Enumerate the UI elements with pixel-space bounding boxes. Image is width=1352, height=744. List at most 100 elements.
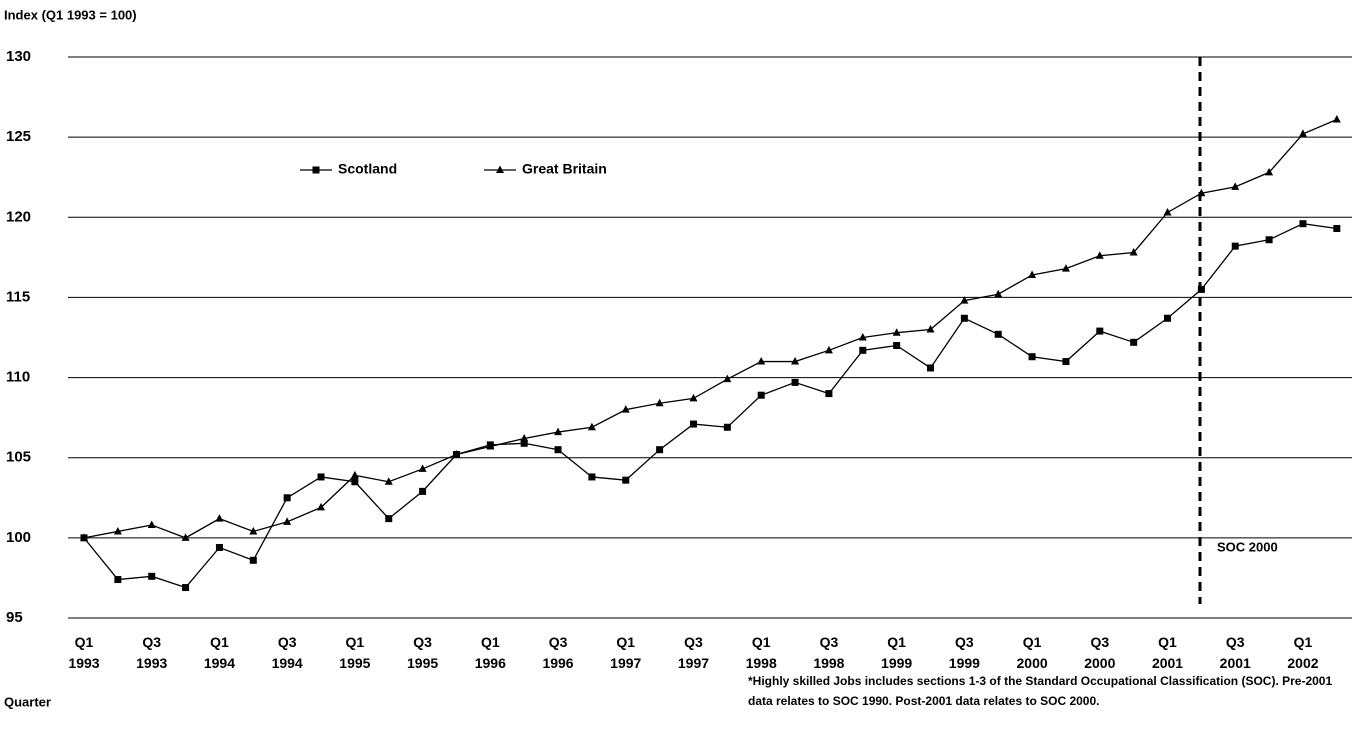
marker [351, 478, 359, 486]
legend-marker [312, 166, 320, 174]
footnote: *Highly skilled Jobs includes sections 1… [748, 674, 1333, 708]
marker [520, 439, 528, 447]
marker [960, 296, 969, 304]
marker [1163, 207, 1172, 216]
marker [554, 446, 562, 454]
x-tick-label: Q3 1999 [948, 634, 980, 671]
x-tick-label: Q3 2000 [1084, 634, 1116, 671]
x-tick-label: Q1 1994 [203, 634, 236, 671]
marker [587, 422, 596, 431]
marker [317, 502, 326, 511]
marker [1028, 353, 1036, 361]
y-tick-label: 115 [6, 288, 30, 305]
y-tick-label: 125 [6, 128, 31, 145]
marker [622, 476, 630, 484]
marker [893, 342, 901, 350]
y-axis-label: Index (Q1 1993 = 100) [4, 7, 137, 22]
marker [1298, 129, 1307, 137]
marker [825, 390, 833, 398]
y-tick-label: 100 [6, 529, 31, 546]
x-tick-label: Q1 1995 [339, 634, 371, 671]
x-tick-label: Q1 2000 [1016, 634, 1048, 671]
marker [249, 556, 257, 564]
marker [1129, 248, 1138, 256]
marker [384, 477, 393, 485]
marker [418, 464, 427, 472]
marker [1231, 182, 1240, 190]
y-tick-label: 105 [6, 449, 31, 466]
marker [80, 533, 88, 541]
marker [249, 526, 258, 535]
marker [182, 584, 190, 592]
marker [1231, 242, 1239, 250]
marker [621, 405, 630, 413]
marker [926, 324, 935, 333]
marker [757, 357, 766, 365]
y-tick-label: 130 [6, 48, 31, 65]
marker [859, 346, 867, 354]
marker [1333, 225, 1341, 233]
marker [283, 494, 291, 502]
x-tick-label: Q3 1997 [677, 634, 710, 671]
marker [655, 398, 664, 407]
marker [554, 427, 563, 436]
marker [486, 441, 495, 450]
series-line [83, 118, 1338, 539]
x-tick-label: Q3 1994 [271, 634, 303, 671]
marker [1164, 314, 1172, 322]
marker [1061, 264, 1070, 272]
marker [1265, 236, 1273, 244]
marker [317, 473, 325, 481]
marker [148, 572, 156, 580]
marker [1095, 251, 1104, 259]
marker [113, 526, 122, 535]
marker [723, 374, 732, 383]
x-tick-label: Q1 2001 [1151, 634, 1184, 671]
marker [858, 333, 867, 341]
annotation: SOC 2000 [1217, 539, 1278, 554]
marker [452, 450, 461, 458]
marker [1197, 188, 1206, 197]
marker [994, 330, 1002, 338]
x-tick-label: Q1 1996 [474, 634, 506, 671]
y-tick-label: 110 [6, 369, 30, 386]
marker [791, 357, 800, 365]
marker [283, 517, 292, 525]
marker [181, 533, 190, 541]
legend-label: Great Britain [522, 161, 607, 177]
marker [1028, 270, 1037, 278]
x-tick-label: Q1 1999 [881, 634, 913, 671]
series-line [83, 223, 1337, 589]
x-tick-label: Q1 1993 [68, 634, 100, 671]
legend-label: Scotland [338, 161, 397, 177]
marker [419, 487, 427, 495]
marker [350, 470, 359, 479]
marker [656, 446, 664, 454]
marker [1299, 220, 1307, 228]
marker [588, 473, 596, 481]
x-tick-label: Q1 1998 [745, 634, 777, 671]
marker [927, 364, 934, 372]
marker [1130, 338, 1138, 346]
x-tick-label: Q1 2002 [1287, 634, 1319, 671]
marker [791, 378, 799, 386]
marker [1096, 327, 1104, 335]
marker [1197, 285, 1205, 293]
marker [1332, 115, 1341, 123]
marker [723, 423, 731, 431]
marker [757, 391, 765, 399]
y-tick-label: 95 [6, 609, 23, 626]
x-tick-label: Q3 1995 [407, 634, 439, 671]
marker [215, 543, 223, 551]
marker [689, 393, 698, 402]
marker [960, 314, 968, 322]
x-tick-label: Q3 1996 [542, 634, 574, 671]
marker [114, 576, 122, 584]
marker [824, 345, 833, 354]
marker [215, 514, 224, 522]
x-tick-label: Q1 1997 [610, 634, 642, 671]
marker [520, 433, 529, 442]
x-tick-label: Q3 1998 [813, 634, 845, 671]
